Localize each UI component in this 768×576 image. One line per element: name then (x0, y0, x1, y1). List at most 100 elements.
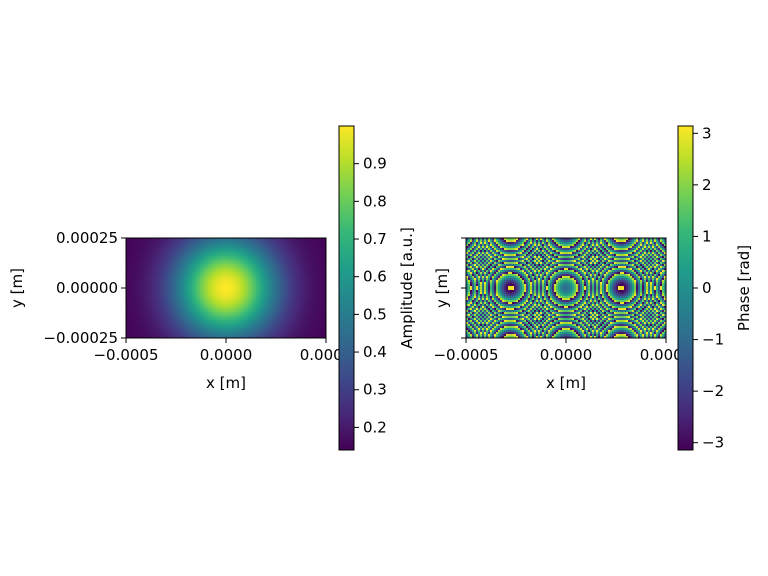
heatmap-cell (252, 300, 255, 303)
heatmap-cell (216, 284, 219, 287)
heatmap-cell (184, 270, 187, 273)
heatmap-cell (294, 250, 297, 253)
heatmap-cell (186, 326, 189, 329)
heatmap-cell (148, 280, 151, 283)
heatmap-cell (212, 270, 215, 273)
heatmap-cell (238, 290, 241, 293)
heatmap-cell (244, 326, 247, 329)
heatmap-cell (208, 332, 211, 335)
heatmap-cell (264, 316, 267, 319)
heatmap-cell (314, 282, 317, 285)
heatmap-cell (134, 322, 137, 325)
heatmap-cell (148, 284, 151, 287)
heatmap-cell (170, 330, 173, 333)
heatmap-cell (278, 248, 281, 251)
heatmap-cell (258, 306, 261, 309)
heatmap-cell (300, 322, 303, 325)
heatmap-cell (126, 304, 129, 307)
heatmap-cell (306, 252, 309, 255)
heatmap-cell (232, 324, 235, 327)
heatmap-cell (242, 332, 245, 335)
heatmap-cell (192, 250, 195, 253)
heatmap-cell (250, 326, 253, 329)
heatmap-cell (152, 306, 155, 309)
heatmap-cell (190, 260, 193, 263)
heatmap-cell (242, 242, 245, 245)
heatmap-cell (264, 246, 267, 249)
heatmap-cell (282, 282, 285, 285)
heatmap-cell (226, 292, 229, 295)
heatmap-cell (176, 284, 179, 287)
heatmap-cell (202, 238, 205, 241)
heatmap-cell (214, 284, 217, 287)
heatmap-cell (242, 278, 245, 281)
heatmap-cell (200, 306, 203, 309)
heatmap-cell (192, 276, 195, 279)
heatmap-cell (188, 242, 191, 245)
heatmap-cell (172, 312, 175, 315)
heatmap-cell (270, 250, 273, 253)
heatmap-cell (186, 260, 189, 263)
heatmap-cell (168, 240, 171, 243)
heatmap-cell (278, 270, 281, 273)
heatmap-cell (288, 262, 291, 265)
heatmap-cell (290, 312, 293, 315)
heatmap-cell (152, 296, 155, 299)
heatmap-cell (178, 322, 181, 325)
heatmap-cell (150, 254, 153, 257)
heatmap-cell (212, 262, 215, 265)
heatmap-cell (172, 254, 175, 257)
heatmap-cell (168, 308, 171, 311)
heatmap-cell (136, 310, 139, 313)
heatmap-cell (324, 326, 326, 329)
heatmap-cell (242, 318, 245, 321)
heatmap-cell (126, 298, 129, 301)
heatmap-cell (188, 248, 191, 251)
heatmap-cell (160, 262, 163, 265)
heatmap-cell (282, 252, 285, 255)
heatmap-cell (134, 320, 137, 323)
heatmap-cell (136, 266, 139, 269)
heatmap-cell (168, 272, 171, 275)
heatmap-cell (146, 254, 149, 257)
heatmap-cell (224, 258, 227, 261)
heatmap-cell (322, 260, 325, 263)
heatmap-cell (152, 266, 155, 269)
heatmap-cell (278, 280, 281, 283)
heatmap-cell (196, 284, 199, 287)
heatmap-cell (222, 310, 225, 313)
heatmap-cell (126, 272, 129, 275)
heatmap-cell (192, 278, 195, 281)
heatmap-cell (222, 332, 225, 335)
heatmap-cell (288, 264, 291, 267)
heatmap-cell (298, 242, 301, 245)
heatmap-cell (294, 280, 297, 283)
heatmap-cell (262, 238, 265, 241)
heatmap-cell (316, 300, 319, 303)
heatmap-cell (302, 240, 305, 243)
heatmap-cell (166, 322, 169, 325)
heatmap-cell (276, 246, 279, 249)
heatmap-cell (138, 274, 141, 277)
heatmap-cell (204, 302, 207, 305)
heatmap-cell (212, 272, 215, 275)
heatmap-cell (170, 250, 173, 253)
heatmap-cell (126, 310, 129, 313)
heatmap-cell (212, 242, 215, 245)
heatmap-cell (278, 238, 281, 241)
heatmap-cell (312, 274, 315, 277)
heatmap-cell (220, 316, 223, 319)
heatmap-cell (208, 294, 211, 297)
heatmap-cell (234, 312, 237, 315)
heatmap-cell (126, 286, 129, 289)
heatmap-cell (276, 270, 279, 273)
heatmap-cell (288, 314, 291, 317)
heatmap-cell (260, 328, 263, 331)
heatmap-cell (154, 322, 157, 325)
heatmap-cell (312, 306, 315, 309)
heatmap-cell (236, 238, 239, 241)
heatmap-cell (262, 290, 265, 293)
heatmap-cell (234, 324, 237, 327)
heatmap-cell (324, 304, 326, 307)
heatmap-cell (216, 278, 219, 281)
